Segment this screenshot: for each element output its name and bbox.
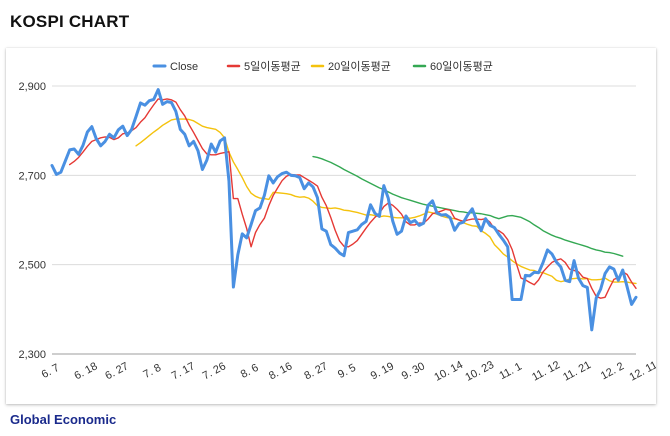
x-tick-label: 8. 27 [302, 360, 329, 382]
x-tick-label: 11. 21 [561, 359, 593, 384]
series-line-ma60 [312, 155, 624, 257]
x-tick-label: 7. 8 [141, 362, 163, 381]
legend-label: 5일이동평균 [244, 59, 301, 73]
x-tick-label: 8. 6 [239, 362, 261, 381]
x-tick-label: 9. 5 [336, 362, 358, 381]
chart-panel: 2,900 2,700 2,500 2,300 6. 7 6. 18 6. 27 7. 8 7.… [6, 48, 670, 404]
x-tick-label: 12. 11 [627, 359, 656, 384]
legend-label: Close [170, 61, 198, 73]
x-tick-label: 10. 23 [463, 359, 496, 384]
x-tick-label: 8. 16 [267, 360, 294, 382]
x-tick-label: 6. 27 [103, 360, 130, 382]
y-tick-label: 2,300 [18, 349, 46, 361]
series-line-close [50, 88, 638, 332]
legend-label: 20일이동평균 [328, 59, 391, 73]
x-tick-label: 7. 17 [170, 360, 197, 382]
x-tick-label: 9. 30 [400, 360, 427, 382]
footer-brand: Global Economic [10, 412, 117, 427]
x-tick-label: 12. 2 [599, 360, 626, 382]
legend-label: 60일이동평균 [430, 59, 493, 73]
y-tick-label: 2,700 [18, 170, 46, 182]
y-tick-label: 2,500 [18, 260, 46, 272]
y-tick-label: 2,900 [18, 81, 46, 93]
x-tick-label: 7. 26 [201, 360, 228, 382]
x-tick-label: 11. 12 [530, 359, 562, 384]
x-tick-label: 11. 1 [497, 361, 524, 383]
x-tick-label: 6. 7 [40, 362, 62, 381]
chart-title: KOSPI CHART [10, 12, 130, 31]
x-tick-label: 10. 14 [432, 359, 465, 384]
x-tick-label: 9. 19 [369, 360, 396, 382]
series-line-ma20 [135, 118, 637, 285]
x-tick-label: 6. 18 [72, 360, 99, 382]
series-line-ma5 [69, 98, 637, 299]
